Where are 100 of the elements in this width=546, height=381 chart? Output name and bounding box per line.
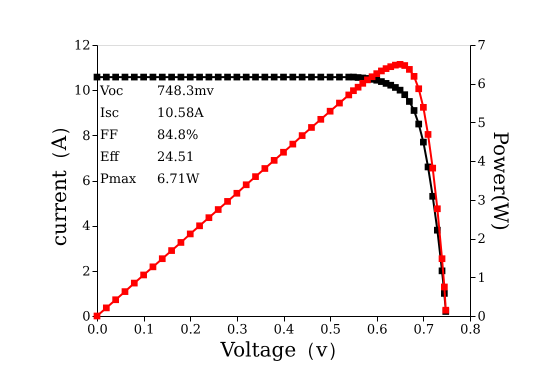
x-tick-label: 0.3 xyxy=(227,322,248,338)
x-tick-label: 0.1 xyxy=(134,322,154,338)
point xyxy=(420,138,427,146)
point xyxy=(410,73,418,80)
x-tick-label: 0.7 xyxy=(414,322,434,338)
point xyxy=(298,132,306,139)
point xyxy=(112,74,120,80)
y-tick-label: 10 xyxy=(74,84,90,99)
point xyxy=(196,222,203,230)
point xyxy=(158,255,166,262)
x-tick-label: 0.0 xyxy=(87,322,108,338)
point xyxy=(317,74,324,80)
point xyxy=(289,74,296,80)
y-tick-label: 8 xyxy=(82,128,90,144)
point xyxy=(252,173,259,180)
point xyxy=(289,140,296,148)
text: Isc 10.58A xyxy=(100,106,204,121)
point xyxy=(196,74,203,80)
point xyxy=(326,108,334,115)
text: FF 84.8% xyxy=(100,128,198,143)
point xyxy=(94,74,100,80)
point xyxy=(150,263,156,270)
text: Eff 24.51 xyxy=(100,150,194,165)
point xyxy=(424,131,432,138)
point xyxy=(242,74,250,80)
y2-axis-title: Power(W) xyxy=(488,131,513,231)
point xyxy=(280,74,287,80)
point xyxy=(224,74,231,80)
point xyxy=(280,148,287,156)
y-tick-label: 12 xyxy=(74,38,90,54)
y-tick-label: 4 xyxy=(82,219,90,234)
point xyxy=(130,280,138,286)
y2-tick-label: 4 xyxy=(478,154,486,170)
point xyxy=(406,98,413,105)
point xyxy=(214,206,222,213)
point xyxy=(102,304,110,312)
point xyxy=(206,74,212,80)
point xyxy=(122,288,128,295)
y-tick-label: 6 xyxy=(82,174,90,189)
point xyxy=(401,91,408,98)
point xyxy=(150,74,156,80)
point xyxy=(410,107,418,114)
point xyxy=(186,230,194,238)
point xyxy=(326,74,334,80)
y2-tick-label: 7 xyxy=(478,38,486,54)
y-tick-label: 2 xyxy=(82,264,90,280)
y2-tick-label: 2 xyxy=(478,232,486,248)
point xyxy=(415,120,422,128)
x-tick-label: 0.2 xyxy=(180,322,202,338)
point xyxy=(234,190,240,197)
point xyxy=(252,74,259,80)
text: Pmax 6.71W xyxy=(100,172,200,187)
x-tick-label: 0.5 xyxy=(320,322,341,338)
point xyxy=(206,214,212,222)
y-axis-title: current（A） xyxy=(46,116,71,246)
point xyxy=(168,247,175,254)
point xyxy=(308,74,315,80)
point xyxy=(122,74,128,80)
x-tick-label: 0.8 xyxy=(460,322,481,338)
point xyxy=(308,124,315,131)
point xyxy=(336,100,343,106)
y-tick-label: 0 xyxy=(82,310,90,324)
point xyxy=(298,74,306,80)
y2-tick-label: 1 xyxy=(478,270,486,286)
point xyxy=(429,164,436,172)
y2-tick-label: 0 xyxy=(478,310,486,324)
point xyxy=(438,255,446,262)
point xyxy=(415,85,422,92)
point xyxy=(186,74,194,80)
point xyxy=(261,74,268,80)
y2-tick-label: 3 xyxy=(478,193,486,208)
point xyxy=(112,296,120,304)
point xyxy=(102,74,110,80)
point xyxy=(420,104,427,111)
point xyxy=(178,74,184,80)
point xyxy=(396,86,404,94)
y2-tick-label: 5 xyxy=(478,116,486,131)
y2-tick-label: 6 xyxy=(478,77,486,92)
x-tick-label: 0.4 xyxy=(274,322,294,338)
point xyxy=(261,165,268,172)
point xyxy=(214,74,222,80)
point xyxy=(158,74,166,80)
point xyxy=(434,205,441,212)
point xyxy=(242,181,250,188)
text: Voc 748.3mv xyxy=(100,84,214,99)
point xyxy=(406,66,413,73)
point xyxy=(270,74,278,80)
point xyxy=(140,74,147,80)
point xyxy=(336,74,343,80)
point xyxy=(234,74,240,80)
x-axis-title: Voltage（v） xyxy=(220,338,348,362)
point xyxy=(130,74,138,80)
point xyxy=(140,272,147,278)
point xyxy=(270,157,278,164)
point xyxy=(168,74,175,80)
point xyxy=(317,116,324,123)
point xyxy=(441,284,448,290)
point xyxy=(178,239,184,246)
point xyxy=(224,198,231,205)
x-tick-label: 0.6 xyxy=(366,322,388,338)
